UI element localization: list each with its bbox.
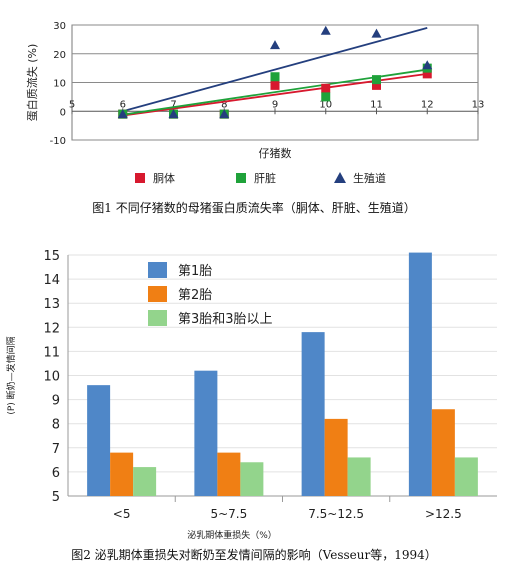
y-axis-label: 蛋白质流失 (%): [25, 44, 39, 122]
legend-label: 第3胎和3胎以上: [178, 312, 273, 327]
legend-label: 第1胎: [178, 264, 212, 279]
bar: [217, 452, 241, 496]
y-tick-label: 7: [52, 442, 60, 457]
y-tick-label: 12: [43, 321, 60, 336]
data-point: [422, 60, 433, 70]
data-point: [219, 109, 230, 119]
bar: [408, 252, 432, 496]
data-point: [270, 40, 280, 50]
data-point: [321, 83, 331, 93]
trend-line: [122, 27, 428, 113]
y-tick-label: 0: [60, 107, 66, 118]
data-point: [321, 92, 331, 102]
y-tick-label: 8: [52, 418, 60, 433]
y-tick-label: 6: [52, 466, 60, 481]
x-tick-label: 9: [272, 99, 278, 110]
data-point: [270, 72, 280, 82]
data-point: [117, 109, 128, 119]
bar: [194, 370, 218, 496]
legend-marker: [334, 172, 346, 183]
figure2-chart: 5 6 7 8 9 10 11 12 13 14 15 <5 5~7.5 7.5~12.5 >12.5 泌乳期…: [5, 249, 497, 541]
figure2-caption: 图2 泌乳期体重损失对断奶至发情间隔的影响（Vesseur等，1994）: [71, 548, 437, 562]
bar: [133, 467, 157, 496]
legend-label: 生殖道: [353, 171, 386, 185]
x-tick-label: 12: [421, 99, 434, 110]
y-tick-label: 10: [53, 79, 66, 90]
x-axis-label: 仔猪数: [259, 147, 292, 160]
legend-label: 第2胎: [178, 288, 212, 303]
data-point: [372, 80, 381, 90]
x-tick-label: 7.5~12.5: [308, 507, 364, 521]
figure1-caption: 图1 不同仔猪数的母猪蛋白质流失率（胴体、肝脏、生殖道）: [92, 201, 416, 215]
data-point: [422, 69, 432, 79]
data-point: [168, 109, 179, 119]
legend-label: 肝脏: [254, 172, 276, 185]
y-tick-label: 13: [43, 297, 60, 312]
y-tick-label: 15: [43, 249, 60, 264]
bar: [454, 457, 478, 496]
legend-swatch: [148, 286, 167, 302]
y-tick-label: -10: [50, 136, 66, 147]
y-tick-label: 14: [43, 273, 60, 288]
x-tick-label: 5~7.5: [210, 507, 247, 521]
bar: [347, 457, 371, 496]
x-tick-label: 5: [69, 99, 75, 110]
y-tick-label: 10: [43, 370, 60, 385]
y-tick-label: 11: [43, 345, 60, 360]
y-tick-label: 5: [52, 490, 60, 505]
bar: [240, 462, 264, 496]
y-tick-label: 30: [53, 21, 66, 32]
legend-label: 胴体: [153, 171, 175, 185]
legend-swatch: [148, 262, 167, 278]
bar: [324, 418, 348, 496]
x-tick-label: 10: [319, 99, 332, 110]
legend-marker: [135, 173, 145, 183]
x-tick-label: 11: [370, 99, 383, 110]
x-axis-label: 泌乳期体重损失（%）: [187, 529, 277, 541]
data-point: [371, 28, 382, 38]
x-tick-label: 13: [472, 99, 485, 110]
x-tick-label: <5: [113, 507, 131, 521]
x-tick-label: 6: [120, 99, 126, 110]
legend-marker: [236, 173, 246, 183]
y-tick-label: 20: [53, 50, 66, 61]
x-tick-label: 7: [170, 99, 176, 110]
y-tick-label: 9: [52, 394, 60, 409]
y-axis-label: (P) 断奶—发情间隔: [5, 336, 17, 414]
data-point: [320, 25, 331, 35]
bar: [301, 332, 325, 496]
data-point: [372, 75, 381, 85]
x-tick-label: 8: [221, 99, 227, 110]
bar: [87, 385, 111, 496]
figure1-chart: -10 0 10 20 30 5 6 7 8 9 10 11 12 13 仔猪数 蛋白质流失 (%) 胴体 肝脏 生…: [25, 21, 485, 185]
x-tick-label: >12.5: [425, 507, 462, 521]
bar: [431, 409, 455, 496]
legend-swatch: [148, 310, 167, 326]
data-point: [270, 80, 280, 90]
bar: [110, 452, 134, 496]
